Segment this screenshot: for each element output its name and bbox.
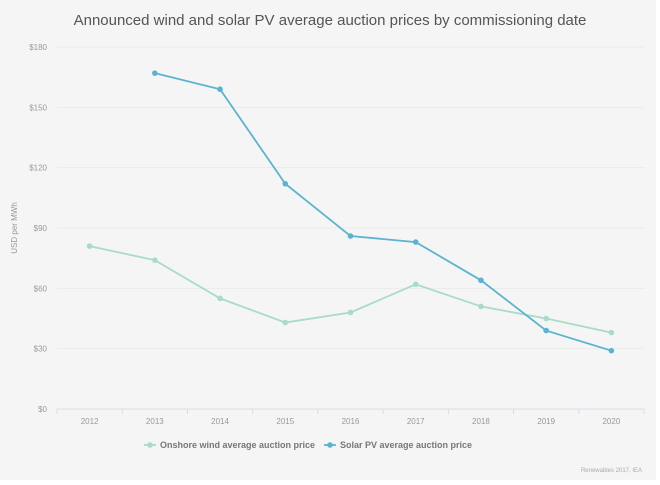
data-point <box>412 239 419 245</box>
x-tick-label: 2016 <box>342 417 360 426</box>
x-tick-label: 2018 <box>472 417 490 426</box>
chart-title: Announced wind and solar PV average auct… <box>73 12 587 29</box>
y-tick-label: $90 <box>34 224 48 233</box>
data-point <box>86 243 93 249</box>
data-point <box>217 86 223 93</box>
data-point <box>478 277 484 284</box>
x-tick-label: 2017 <box>407 417 425 426</box>
data-point <box>543 315 549 322</box>
legend-marker <box>147 442 153 448</box>
data-point <box>347 233 354 239</box>
series-solar-pv <box>152 70 615 354</box>
data-point <box>152 257 158 263</box>
legend-item: Solar PV average auction price <box>324 440 472 450</box>
data-point <box>412 281 419 288</box>
data-point <box>608 329 615 336</box>
legend-label: Solar PV average auction price <box>340 440 472 450</box>
legend-label: Onshore wind average auction price <box>160 440 315 450</box>
legend-marker <box>327 442 333 448</box>
data-point <box>608 347 615 354</box>
x-tick-label: 2013 <box>146 417 164 426</box>
data-point <box>282 180 289 187</box>
y-axis-label: USD per MWh <box>10 202 19 254</box>
x-tick-label: 2020 <box>602 417 620 426</box>
y-tick-label: $120 <box>29 164 47 173</box>
x-tick-label: 2012 <box>81 417 99 426</box>
x-tick-label: 2019 <box>537 417 555 426</box>
y-tick-label: $60 <box>34 284 48 293</box>
source-note: Renewables 2017, IEA <box>580 468 642 474</box>
x-tick-label: 2015 <box>276 417 294 426</box>
data-point <box>217 295 223 302</box>
y-tick-label: $180 <box>29 43 47 52</box>
y-tick-label: $0 <box>38 405 47 414</box>
data-point <box>152 70 158 76</box>
data-point <box>543 327 549 334</box>
x-tick-label: 2014 <box>211 417 229 426</box>
data-point <box>282 319 289 326</box>
series-line <box>154 72 612 352</box>
y-tick-label: $150 <box>29 103 47 112</box>
data-point <box>347 309 354 316</box>
y-tick-label: $30 <box>34 345 48 354</box>
data-point <box>478 303 484 310</box>
legend-item: Onshore wind average auction price <box>144 440 315 450</box>
